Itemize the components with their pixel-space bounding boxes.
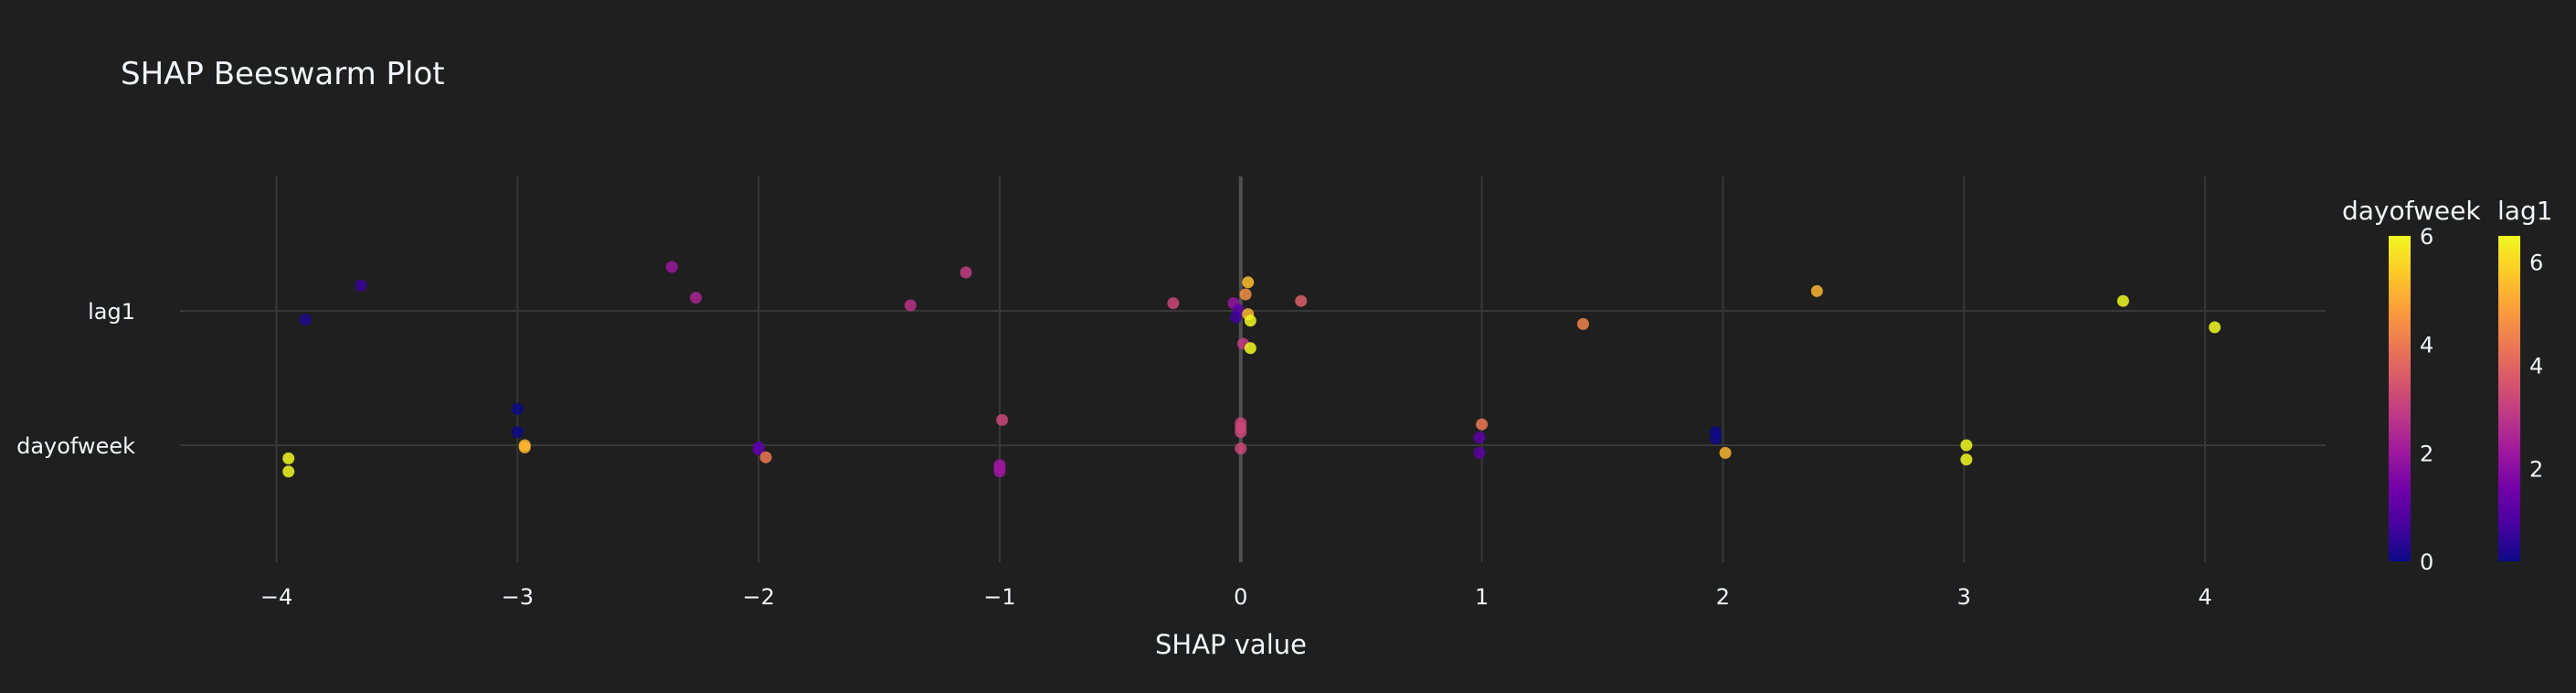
y-tick-label-lag1: lag1 bbox=[88, 299, 135, 325]
beeswarm-point-lag1 bbox=[1576, 317, 1589, 330]
beeswarm-point-lag1 bbox=[1230, 311, 1243, 324]
beeswarm-point-dayofweek bbox=[282, 465, 295, 478]
x-tick-label: 0 bbox=[1234, 584, 1247, 610]
beeswarm-point-lag1 bbox=[1244, 315, 1256, 327]
beeswarm-point-dayofweek bbox=[996, 413, 1009, 426]
colorbar-lag1 bbox=[2498, 236, 2520, 561]
beeswarm-point-lag1 bbox=[299, 314, 312, 326]
beeswarm-point-dayofweek bbox=[1960, 439, 1973, 452]
beeswarm-point-dayofweek bbox=[511, 402, 524, 415]
x-tick-label: −2 bbox=[742, 584, 774, 610]
beeswarm-point-dayofweek bbox=[1235, 442, 1247, 455]
beeswarm-point-dayofweek bbox=[518, 441, 531, 453]
beeswarm-point-lag1 bbox=[1167, 297, 1180, 310]
x-tick-label: 3 bbox=[1957, 584, 1971, 610]
beeswarm-point-dayofweek bbox=[759, 451, 772, 464]
beeswarm-point-dayofweek bbox=[1710, 432, 1723, 445]
beeswarm-point-dayofweek bbox=[993, 465, 1006, 478]
beeswarm-point-lag1 bbox=[355, 279, 367, 292]
beeswarm-point-lag1 bbox=[690, 292, 703, 304]
beeswarm-point-lag1 bbox=[665, 261, 678, 273]
x-tick-label: −3 bbox=[502, 584, 534, 610]
x-tick-label: 4 bbox=[2198, 584, 2211, 610]
beeswarm-point-lag1 bbox=[1242, 276, 1255, 289]
beeswarm-point-dayofweek bbox=[1473, 432, 1486, 444]
colorbar-dayofweek bbox=[2389, 236, 2411, 561]
beeswarm-point-dayofweek bbox=[1473, 446, 1486, 459]
beeswarm-point-lag1 bbox=[2209, 321, 2221, 334]
beeswarm-point-lag1 bbox=[904, 299, 917, 312]
x-tick-label: 1 bbox=[1475, 584, 1489, 610]
colorbar-tick-label: 2 bbox=[2420, 441, 2433, 466]
colorbar-tick-label: 0 bbox=[2420, 549, 2433, 575]
colorbar-tick-label: 4 bbox=[2529, 353, 2543, 378]
beeswarm-point-dayofweek bbox=[282, 452, 295, 464]
colorbar-title: dayofweek bbox=[2342, 196, 2481, 226]
beeswarm-point-lag1 bbox=[2116, 294, 2129, 307]
chart-title: SHAP Beeswarm Plot bbox=[121, 56, 445, 92]
beeswarm-point-lag1 bbox=[1239, 288, 1252, 301]
y-tick-label-dayofweek: dayofweek bbox=[16, 433, 135, 459]
x-tick-label: 2 bbox=[1716, 584, 1730, 610]
colorbar-tick-label: 4 bbox=[2420, 333, 2433, 358]
beeswarm-point-dayofweek bbox=[1719, 446, 1732, 459]
beeswarm-point-dayofweek bbox=[511, 426, 524, 439]
beeswarm-point-dayofweek bbox=[1235, 426, 1247, 439]
colorbar-tick-label: 6 bbox=[2529, 250, 2543, 275]
beeswarm-point-dayofweek bbox=[752, 441, 765, 453]
beeswarm-point-dayofweek bbox=[1960, 453, 1973, 466]
colorbar-tick-label: 6 bbox=[2420, 224, 2433, 250]
x-tick-label: −4 bbox=[260, 584, 292, 610]
colorbar-tick-label: 2 bbox=[2529, 456, 2543, 482]
beeswarm-point-dayofweek bbox=[1476, 418, 1489, 431]
colorbar-title: lag1 bbox=[2497, 196, 2553, 226]
beeswarm-point-lag1 bbox=[1295, 294, 1308, 307]
x-tick-label: −1 bbox=[983, 584, 1015, 610]
beeswarm-point-lag1 bbox=[1244, 342, 1256, 355]
beeswarm-point-lag1 bbox=[959, 266, 972, 279]
x-axis-label: SHAP value bbox=[1155, 629, 1307, 660]
beeswarm-point-lag1 bbox=[1810, 284, 1823, 297]
